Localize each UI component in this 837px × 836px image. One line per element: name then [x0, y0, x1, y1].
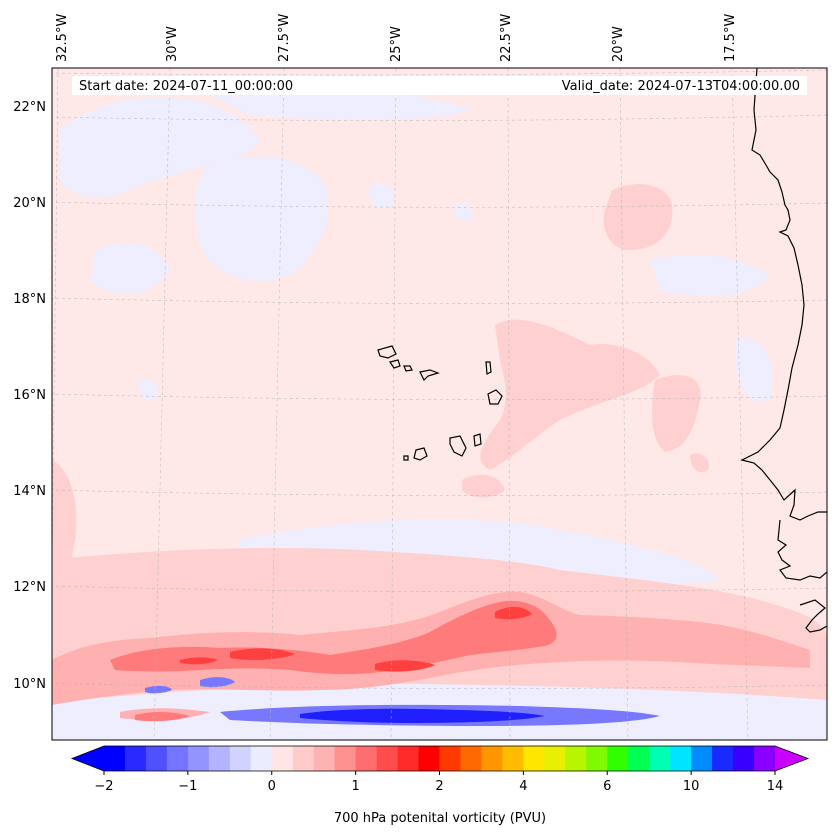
- colorbar-swatch: [104, 746, 126, 771]
- start-date-text: Start date: 2024-07-11_00:00:00: [79, 79, 293, 94]
- longitude-label: 17.5°W: [723, 14, 738, 62]
- date-banner-background: [72, 76, 807, 95]
- cape-verde-sal: [485, 361, 492, 375]
- colorbar-swatch: [292, 746, 315, 771]
- cape-verde-maio: [473, 433, 482, 447]
- cape-verde-santiago: [449, 435, 467, 457]
- colorbar-swatch: [754, 746, 776, 771]
- cape-verde-sao-nicolau: [419, 369, 440, 382]
- colorbar-tick-label: 1: [351, 779, 359, 794]
- colorbar-swatch: [124, 746, 147, 771]
- longitude-labels: 32.5°W 30°W 27.5°W 25°W 22.5°W 20°W 17.5°W: [55, 14, 738, 62]
- colorbar-swatch: [397, 746, 419, 771]
- colorbar-swatch: [334, 746, 357, 771]
- colorbar-swatch: [733, 746, 755, 771]
- longitude-label: 25°W: [389, 26, 404, 62]
- colorbar-tick-label: −1: [178, 779, 197, 794]
- west-africa-coastline: [740, 68, 827, 521]
- colorbar-swatch: [376, 746, 398, 771]
- colorbar-swatch: [628, 746, 650, 771]
- pv-positive-core-regions: [180, 606, 532, 672]
- colorbar-over-triangle: [775, 746, 808, 771]
- latitude-label: 12°N: [13, 580, 46, 595]
- colorbar-ticks: −2 −1 0 1 2 4 6 10 14: [94, 771, 783, 794]
- colorbar-tick-label: 4: [519, 779, 527, 794]
- longitude-label: 22.5°W: [499, 14, 514, 62]
- coastline: [377, 68, 827, 633]
- colorbar-swatch: [418, 746, 440, 771]
- latitude-label: 22°N: [13, 100, 46, 115]
- longitude-label: 20°W: [611, 26, 626, 62]
- colorbar: [70, 745, 810, 772]
- colorbar-swatch: [229, 746, 252, 771]
- colorbar-label: 700 hPa potenital vorticity (PVU): [334, 811, 546, 826]
- colorbar-swatch: [208, 746, 231, 771]
- colorbar-swatch: [250, 746, 273, 771]
- longitude-label: 30°W: [165, 26, 180, 62]
- colorbar-swatch: [544, 746, 566, 771]
- longitude-label: 32.5°W: [55, 14, 70, 62]
- colorbar-swatch: [355, 746, 377, 771]
- colorbar-swatch: [502, 746, 524, 771]
- latitude-labels: 22°N 20°N 18°N 16°N 14°N 12°N 10°N: [13, 100, 46, 692]
- cape-verde-brava: [403, 455, 409, 461]
- colorbar-swatch: [187, 746, 210, 771]
- colorbar-swatch: [670, 746, 692, 771]
- colorbar-tick-label: 6: [603, 779, 611, 794]
- longitude-label: 27.5°W: [277, 14, 292, 62]
- colorbar-swatch: [523, 746, 545, 771]
- cape-verde-fogo: [413, 447, 428, 461]
- colorbar-swatch: [271, 746, 294, 771]
- pv-negative-core-band: [300, 708, 545, 723]
- colorbar-swatch: [607, 746, 629, 771]
- colorbar-swatch: [439, 746, 461, 771]
- colorbar-swatch: [145, 746, 168, 771]
- pv-positive-strong-band: [110, 600, 557, 722]
- colorbar-swatch: [691, 746, 713, 771]
- cape-verde-santa-luzia: [403, 365, 413, 372]
- colorbar-tick-label: 10: [683, 779, 700, 794]
- latitude-label: 16°N: [13, 388, 46, 403]
- colorbar-tick-label: 14: [767, 779, 784, 794]
- colorbar-tick-label: −2: [94, 779, 113, 794]
- cape-verde-sao-vicente: [389, 359, 401, 369]
- date-banner: Start date: 2024-07-11_00:00:00 Valid_da…: [72, 76, 807, 95]
- cape-verde-santo-antao: [377, 345, 397, 359]
- colorbar-swatch: [166, 746, 189, 771]
- latitude-label: 10°N: [13, 677, 46, 692]
- map-frame: [51, 67, 828, 741]
- colorbar-swatch: [313, 746, 336, 771]
- colorbar-swatch: [481, 746, 503, 771]
- colorbar-swatch: [649, 746, 671, 771]
- latitude-label: 18°N: [13, 292, 46, 307]
- latitude-label: 14°N: [13, 484, 46, 499]
- cape-verde-boa-vista: [487, 389, 503, 405]
- colorbar-swatch: [586, 746, 608, 771]
- colorbar-swatch: [565, 746, 587, 771]
- colorbar-tick-label: 2: [435, 779, 443, 794]
- colorbar-tick-label: 0: [268, 779, 276, 794]
- graticule: [52, 68, 827, 740]
- valid-date-text: Valid_date: 2024-07-13T04:00:00.00: [562, 79, 800, 94]
- colorbar-swatch: [712, 746, 734, 771]
- latitude-label: 20°N: [13, 196, 46, 211]
- map-panel: [52, 68, 827, 740]
- colorbar-swatch: [460, 746, 482, 771]
- colorbar-under-triangle: [72, 746, 104, 771]
